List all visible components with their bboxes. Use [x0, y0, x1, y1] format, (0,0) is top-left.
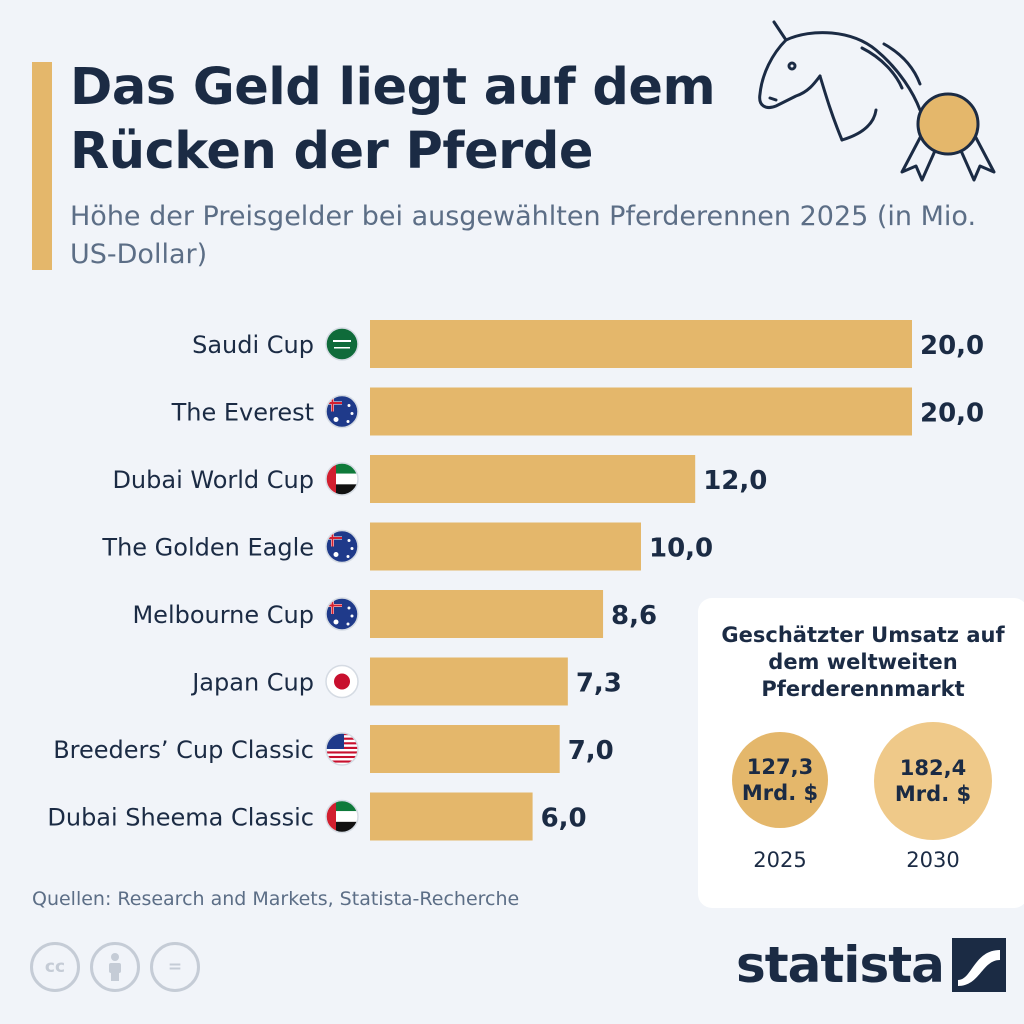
uae-flag-icon: [326, 463, 358, 495]
australia-flag-icon: [326, 530, 358, 563]
flag-border: [325, 732, 359, 766]
category-label: Melbourne Cup: [132, 601, 314, 629]
bar-4: [370, 590, 604, 638]
prize-money-bar-chart: Saudi Cup 20,0 The Everest 20,0 Dubai World …: [47, 320, 984, 841]
revenue-2030-unit: Mrd. $: [894, 782, 972, 806]
flag-7: [325, 799, 359, 834]
flag-3: [325, 529, 359, 564]
bar-3: [370, 522, 641, 571]
saudi-arabia-flag-icon: [326, 328, 358, 360]
value-label: 12,0: [703, 466, 767, 496]
title-accent-bar: [32, 62, 52, 270]
no-derivatives-icon[interactable]: =: [150, 942, 200, 992]
uae-flag-icon: [326, 800, 358, 833]
value-label: 6,0: [541, 804, 587, 834]
category-label: Dubai World Cup: [112, 466, 314, 494]
revenue-2030-value: 182,4: [899, 756, 967, 780]
value-label: 10,0: [649, 534, 713, 564]
source-note: Quellen: Research and Markets, Statista-…: [32, 888, 520, 910]
value-label: 7,3: [576, 669, 622, 699]
flag-5: [325, 664, 359, 699]
bar-6: [370, 725, 560, 773]
flag-4: [325, 597, 359, 631]
statista-logo[interactable]: statista: [736, 936, 1006, 994]
revenue-2025-year: 2025: [753, 848, 807, 872]
category-label: The Golden Eagle: [101, 534, 314, 562]
flag-border: [325, 462, 359, 496]
revenue-2025-value: 127,3: [746, 755, 814, 779]
flag-border: [325, 799, 359, 834]
category-label: The Everest: [171, 399, 314, 427]
flag-border: [325, 529, 359, 564]
flag-2: [325, 462, 359, 496]
category-label: Dubai Sheema Classic: [47, 804, 314, 832]
category-label: Japan Cup: [190, 669, 314, 697]
bar-7: [370, 792, 533, 841]
market-revenue-title: Geschätzter Umsatz auf dem weltweiten Pf…: [721, 623, 1005, 701]
australia-flag-icon: [326, 598, 358, 630]
revenue-2030-circle: 182,4 Mrd. $: [874, 722, 992, 840]
horse-medal-icon: [758, 20, 996, 182]
value-label: 7,0: [568, 736, 614, 766]
category-label: Breeders’ Cup Classic: [53, 736, 314, 764]
flag-border: [325, 597, 359, 631]
bar-0: [370, 320, 912, 368]
value-label: 20,0: [920, 331, 984, 361]
australia-flag-icon: [326, 395, 358, 428]
cc-icon[interactable]: cc: [30, 942, 80, 992]
license-icons: cc =: [30, 942, 200, 992]
flag-border: [325, 327, 359, 361]
chart-subtitle: Höhe der Preisgelder bei ausgewählten Pf…: [70, 201, 977, 270]
flag-0: [325, 327, 359, 361]
value-label: 20,0: [920, 399, 984, 429]
flag-1: [325, 394, 359, 429]
revenue-2025-unit: Mrd. $: [741, 781, 819, 805]
attribution-icon[interactable]: [90, 942, 140, 992]
market-revenue-box: Geschätzter Umsatz auf dem weltweiten Pf…: [698, 598, 1024, 908]
flag-border: [325, 664, 359, 699]
category-label: Saudi Cup: [192, 331, 314, 359]
bar-2: [370, 455, 696, 503]
flag-6: [325, 732, 359, 766]
brand-name: statista: [736, 936, 945, 994]
usa-flag-icon: [326, 733, 358, 765]
value-label: 8,6: [611, 601, 657, 631]
revenue-2030-year: 2030: [906, 848, 960, 872]
statista-mark-icon: [951, 938, 1006, 992]
revenue-2025-circle: 127,3 Mrd. $: [732, 732, 828, 828]
bar-1: [370, 387, 912, 436]
flag-border: [325, 394, 359, 429]
chart-title: Das Geld liegt auf dem Rücken der Pferde: [70, 58, 716, 181]
bar-5: [370, 657, 568, 706]
japan-flag-icon: [326, 665, 358, 698]
